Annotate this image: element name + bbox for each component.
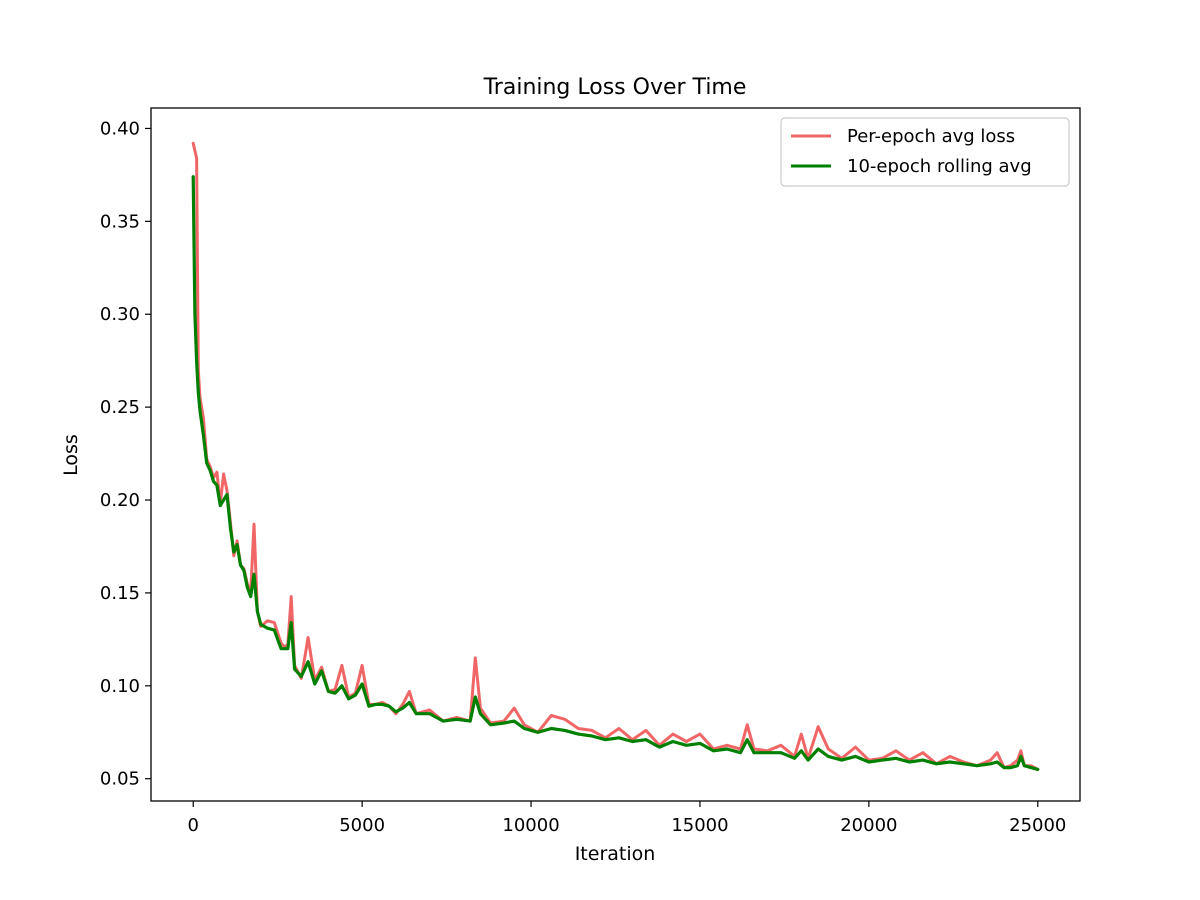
y-tick-label: 0.35 — [100, 211, 140, 232]
legend-box — [780, 117, 1070, 187]
x-tick-label: 10000 — [502, 815, 559, 836]
legend: Per-epoch avg loss 10-epoch rolling avg — [780, 117, 1070, 187]
x-tick-label: 0 — [188, 815, 199, 836]
series-line-rolling-avg — [191, 175, 1040, 772]
y-tick-label: 0.25 — [100, 397, 140, 418]
chart-title: Training Loss Over Time — [483, 75, 747, 100]
y-tick-label: 0.10 — [100, 676, 140, 697]
series-layer — [191, 141, 1040, 772]
legend-label-rolling-avg: 10-epoch rolling avg — [847, 156, 1032, 177]
y-axis: 0.05 0.10 0.15 0.20 0.25 0.30 0.35 0.40 — [100, 118, 151, 790]
x-axis-label: Iteration — [575, 843, 656, 865]
x-tick-label: 20000 — [840, 815, 897, 836]
y-tick-label: 0.15 — [100, 583, 140, 604]
plot-area-frame — [150, 107, 1081, 802]
y-tick-label: 0.05 — [100, 769, 140, 790]
y-axis-label: Loss — [60, 434, 82, 476]
x-tick-label: 15000 — [671, 815, 728, 836]
y-tick-label: 0.30 — [100, 304, 140, 325]
x-axis: 0 5000 10000 15000 20000 25000 — [188, 801, 1066, 836]
y-tick-label: 0.40 — [100, 118, 140, 139]
x-tick-label: 5000 — [339, 815, 385, 836]
y-tick-label: 0.20 — [100, 490, 140, 511]
x-tick-label: 25000 — [1009, 815, 1066, 836]
legend-label-per-epoch: Per-epoch avg loss — [847, 126, 1015, 147]
